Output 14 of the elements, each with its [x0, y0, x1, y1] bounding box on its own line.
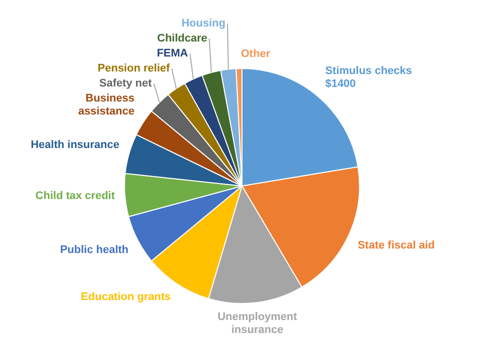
slice-label: Child tax credit [35, 190, 116, 202]
slice-label: State fiscal aid [358, 240, 435, 252]
slice-label: Housing [181, 18, 226, 30]
slice-label: Safety net [99, 78, 152, 90]
slice-label: Unemployment insurance [218, 311, 298, 336]
slice-label: Stimulus checks $1400 [325, 64, 412, 90]
slice-label: FEMA [156, 48, 188, 60]
slice-label: Pension relief [98, 62, 170, 75]
slice-label: Education grants [80, 291, 171, 304]
slice-label: Public health [60, 244, 129, 256]
slice-label: Other [240, 48, 271, 60]
slice-label: Childcare [157, 32, 208, 45]
slice-label: Business assistance [78, 92, 134, 118]
slice-label: Health insurance [30, 138, 120, 151]
